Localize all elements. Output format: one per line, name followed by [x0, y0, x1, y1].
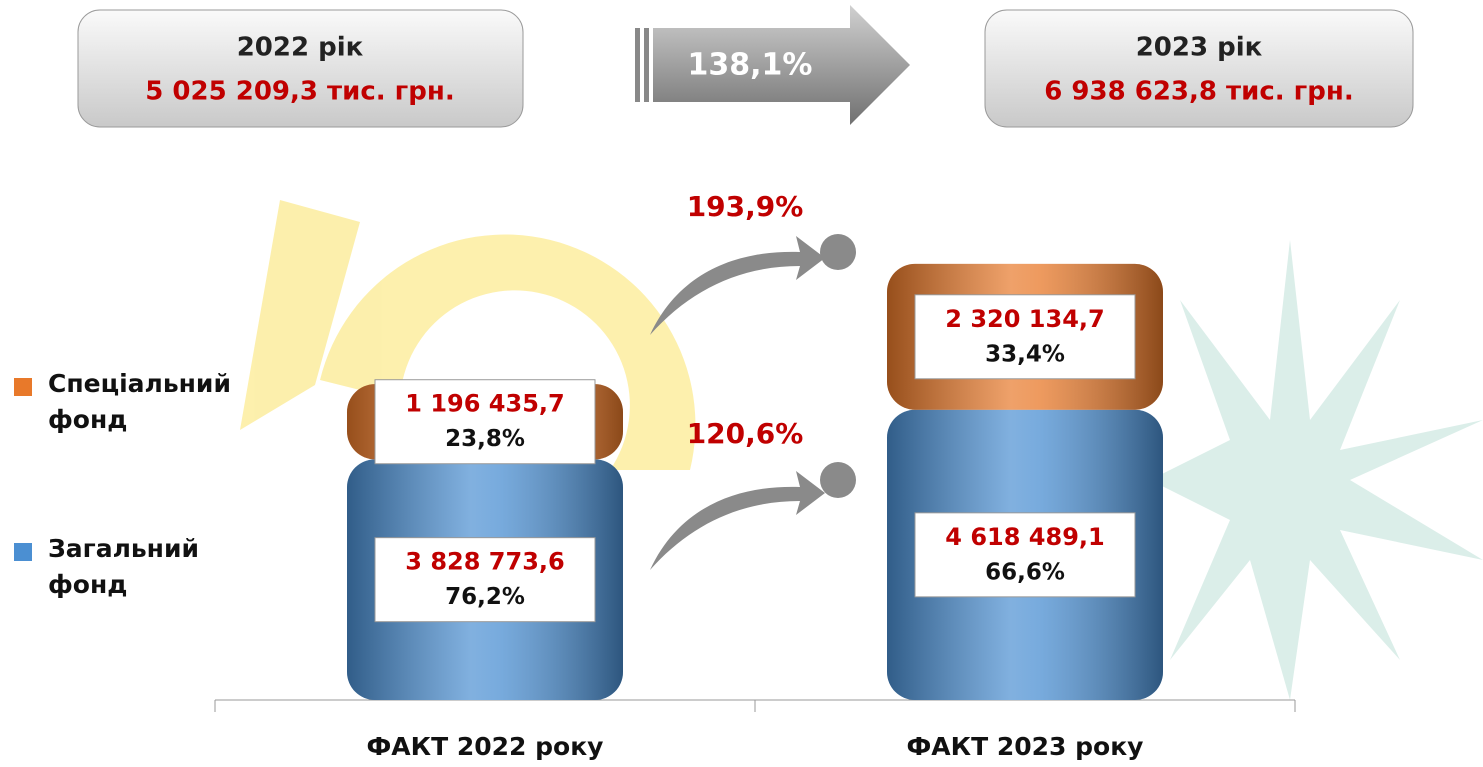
value-label: 1 196 435,7 [405, 390, 564, 418]
page: 2022 рік 5 025 209,3 тис. грн. 138,1% 20… [0, 0, 1483, 767]
share-label: 33,4% [985, 341, 1065, 367]
header-year: 2023 рік [1136, 33, 1263, 63]
x-tick-label: ФАКТ 2022 року [367, 732, 604, 761]
share-label: 66,6% [985, 559, 1065, 585]
growth-label: 120,6% [687, 417, 804, 450]
legend-swatch [14, 543, 32, 561]
header-growth: 138,1% [688, 48, 813, 83]
share-label: 76,2% [445, 584, 525, 610]
header-box [78, 10, 523, 127]
value-label: 4 618 489,1 [945, 523, 1104, 551]
header-amount: 5 025 209,3 тис. грн. [145, 77, 454, 107]
header-year: 2022 рік [237, 33, 364, 63]
legend-label: Спеціальний фонд [48, 366, 273, 438]
share-label: 23,8% [445, 426, 525, 452]
header-box [985, 10, 1413, 127]
value-label: 3 828 773,6 [405, 548, 564, 576]
growth-label: 193,9% [687, 190, 804, 223]
legend-label: Загальний фонд [48, 531, 273, 603]
header-amount: 6 938 623,8 тис. грн. [1044, 77, 1353, 107]
decor-sun [1150, 240, 1483, 700]
value-label: 2 320 134,7 [945, 305, 1104, 333]
legend-swatch [14, 378, 32, 396]
x-tick-label: ФАКТ 2023 року [907, 732, 1144, 761]
x-axis [215, 700, 1295, 712]
